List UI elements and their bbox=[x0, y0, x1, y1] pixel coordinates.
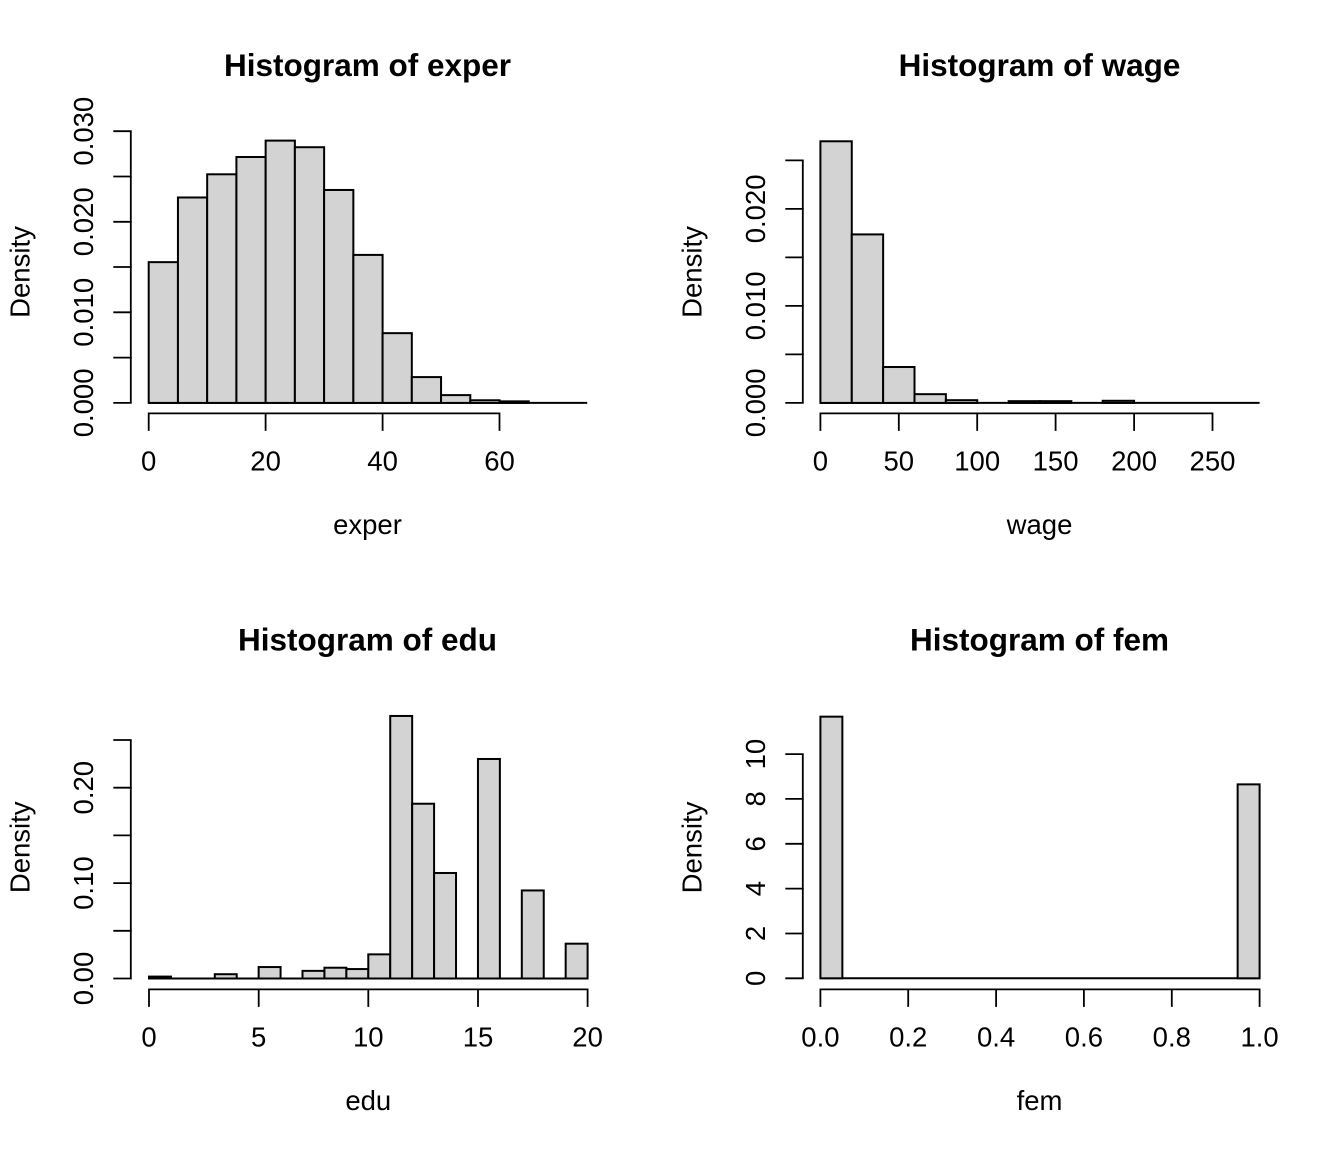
svg-text:Density: Density bbox=[676, 801, 707, 893]
svg-text:0.030: 0.030 bbox=[68, 97, 99, 166]
svg-text:0.010: 0.010 bbox=[68, 278, 99, 347]
svg-text:0: 0 bbox=[141, 445, 156, 476]
svg-text:0.00: 0.00 bbox=[68, 952, 99, 1006]
svg-text:0.020: 0.020 bbox=[740, 174, 771, 243]
svg-text:0.20: 0.20 bbox=[68, 761, 99, 815]
svg-text:40: 40 bbox=[367, 445, 398, 476]
svg-text:0: 0 bbox=[740, 971, 771, 986]
svg-text:5: 5 bbox=[251, 1021, 266, 1052]
svg-text:0.0: 0.0 bbox=[801, 1021, 839, 1052]
svg-text:8: 8 bbox=[740, 791, 771, 806]
svg-text:15: 15 bbox=[463, 1021, 494, 1052]
svg-text:60: 60 bbox=[484, 445, 515, 476]
svg-text:50: 50 bbox=[884, 445, 915, 476]
svg-text:6: 6 bbox=[740, 836, 771, 851]
svg-text:4: 4 bbox=[740, 881, 771, 896]
svg-text:0.10: 0.10 bbox=[68, 856, 99, 910]
svg-text:0.000: 0.000 bbox=[740, 368, 771, 437]
svg-text:20: 20 bbox=[572, 1021, 603, 1052]
svg-text:Histogram of edu: Histogram of edu bbox=[238, 622, 497, 658]
svg-text:0.6: 0.6 bbox=[1065, 1021, 1103, 1052]
svg-text:0.010: 0.010 bbox=[740, 271, 771, 340]
svg-text:Histogram of exper: Histogram of exper bbox=[224, 47, 511, 83]
svg-text:0.8: 0.8 bbox=[1153, 1021, 1191, 1052]
svg-text:Density: Density bbox=[4, 801, 35, 893]
svg-text:0.4: 0.4 bbox=[977, 1021, 1015, 1052]
svg-text:Density: Density bbox=[676, 226, 707, 318]
svg-text:fem: fem bbox=[1017, 1085, 1063, 1116]
svg-text:0: 0 bbox=[141, 1021, 156, 1052]
svg-text:10: 10 bbox=[740, 739, 771, 770]
svg-text:wage: wage bbox=[1006, 509, 1073, 540]
svg-text:100: 100 bbox=[954, 445, 1000, 476]
svg-text:0.000: 0.000 bbox=[68, 368, 99, 437]
svg-text:200: 200 bbox=[1111, 445, 1157, 476]
svg-text:0: 0 bbox=[813, 445, 828, 476]
svg-text:edu: edu bbox=[345, 1085, 391, 1116]
svg-text:2: 2 bbox=[740, 926, 771, 941]
svg-text:Histogram of fem: Histogram of fem bbox=[910, 622, 1169, 658]
svg-text:0.020: 0.020 bbox=[68, 187, 99, 256]
svg-text:Density: Density bbox=[4, 226, 35, 318]
svg-text:250: 250 bbox=[1190, 445, 1236, 476]
svg-text:1.0: 1.0 bbox=[1240, 1021, 1278, 1052]
svg-text:10: 10 bbox=[353, 1021, 384, 1052]
svg-text:150: 150 bbox=[1033, 445, 1079, 476]
svg-text:20: 20 bbox=[250, 445, 281, 476]
svg-text:0.2: 0.2 bbox=[889, 1021, 927, 1052]
svg-text:exper: exper bbox=[333, 509, 402, 540]
svg-text:Histogram of wage: Histogram of wage bbox=[899, 47, 1181, 83]
